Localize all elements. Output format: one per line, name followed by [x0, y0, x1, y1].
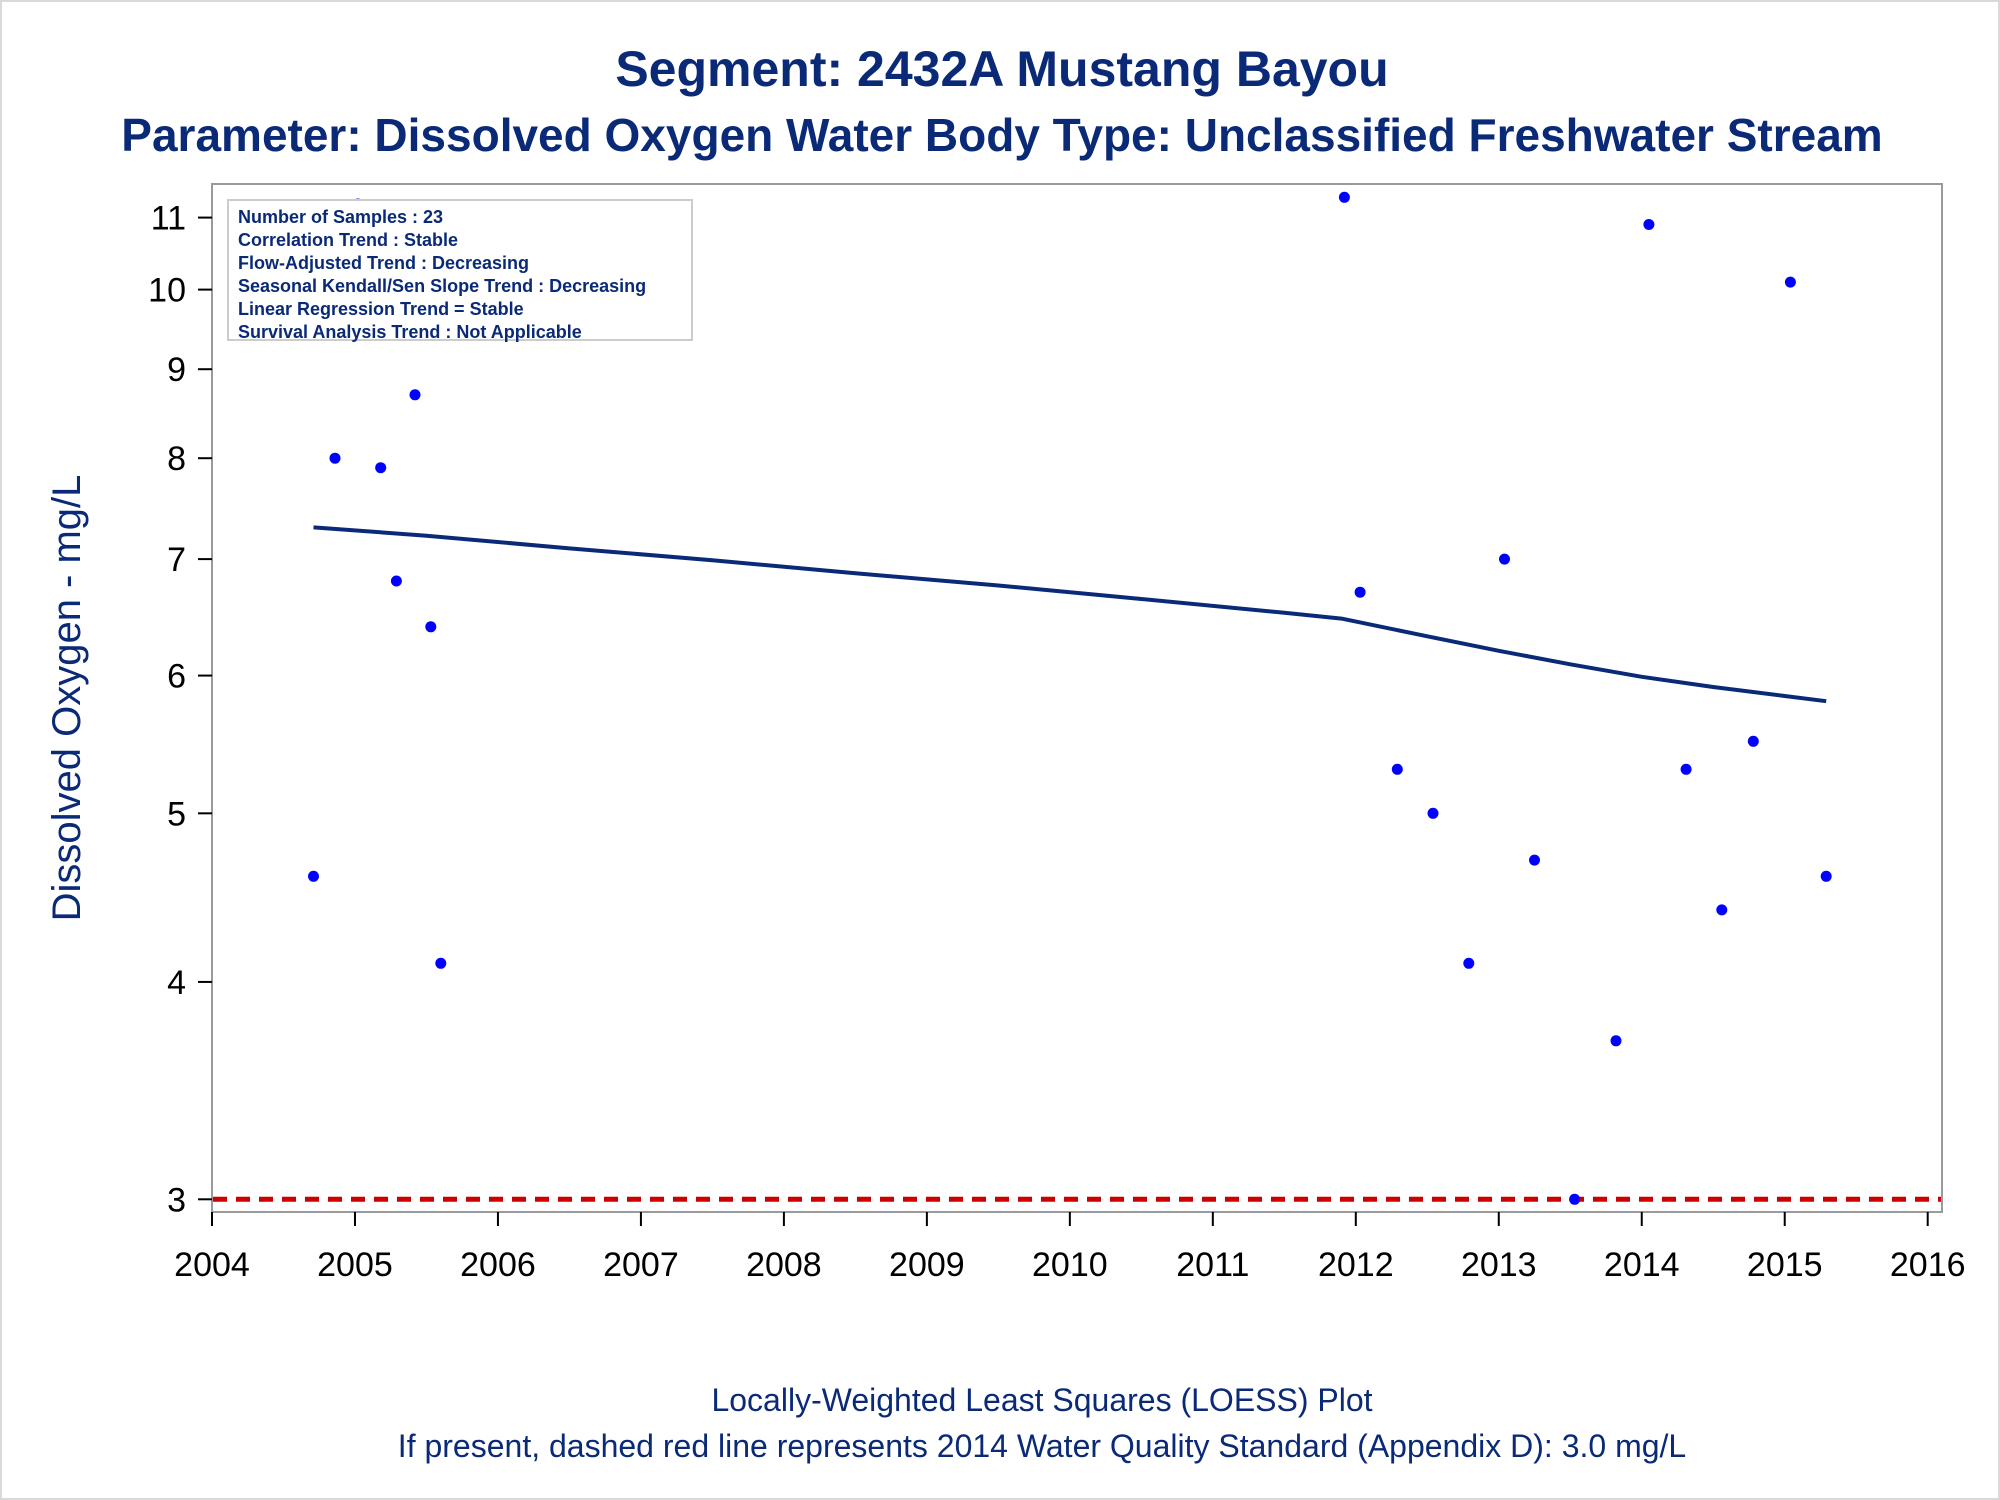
stats-line: Survival Analysis Trend : Not Applicable [238, 322, 582, 342]
x-tick-label: 2014 [1604, 1246, 1680, 1284]
stats-line: Linear Regression Trend = Stable [238, 299, 524, 319]
x-tick-label: 2010 [1032, 1246, 1108, 1284]
data-point [425, 621, 437, 633]
data-point [1354, 586, 1366, 598]
data-point [1747, 735, 1759, 747]
y-tick-label: 10 [148, 272, 186, 310]
data-point [1499, 553, 1510, 565]
footnote-standard: If present, dashed red line represents 2… [397, 1428, 1687, 1464]
data-point [1610, 1035, 1622, 1047]
y-tick-label: 7 [167, 541, 186, 579]
data-point [308, 870, 319, 882]
plot-frame [211, 183, 1943, 1213]
y-tick-label: 5 [167, 795, 186, 833]
x-tick-label: 2004 [174, 1246, 250, 1284]
data-point [1820, 870, 1832, 882]
chart-title-parameter: Parameter: Dissolved Oxygen Water Body T… [121, 109, 1883, 161]
data-point [1391, 763, 1403, 775]
data-point [375, 462, 387, 474]
stats-line: Correlation Trend : Stable [238, 230, 458, 250]
data-point [1569, 1193, 1581, 1205]
chart-title-segment: Segment: 2432A Mustang Bayou [615, 41, 1389, 97]
y-tick-label: 11 [151, 200, 186, 238]
x-tick-label: 2015 [1747, 1246, 1823, 1284]
data-point [1643, 219, 1655, 230]
data-point [435, 957, 447, 969]
stats-line: Seasonal Kendall/Sen Slope Trend : Decre… [238, 276, 646, 296]
x-tick-label: 2009 [889, 1246, 965, 1284]
x-tick-label: 2013 [1461, 1246, 1537, 1284]
stats-line: Number of Samples : 23 [238, 207, 443, 227]
y-tick-label: 9 [167, 351, 186, 389]
x-tick-label: 2007 [603, 1246, 679, 1284]
data-point [390, 575, 402, 587]
data-point [1680, 763, 1692, 775]
data-point [1784, 276, 1796, 288]
data-point [1463, 957, 1475, 969]
stats-box [227, 199, 693, 341]
x-tick-label: 2008 [746, 1246, 822, 1284]
y-tick-label: 3 [167, 1181, 186, 1219]
data-point [1716, 904, 1728, 916]
y-tick-label: 8 [167, 440, 186, 478]
y-tick-label: 6 [167, 658, 186, 696]
data-point [409, 389, 421, 401]
x-tick-label: 2011 [1176, 1246, 1249, 1284]
data-point [1427, 807, 1439, 819]
stats-line: Flow-Adjusted Trend : Decreasing [238, 253, 529, 273]
data-point [329, 452, 341, 464]
x-tick-label: 2016 [1890, 1246, 1966, 1284]
footnote-loess: Locally-Weighted Least Squares (LOESS) P… [711, 1382, 1373, 1418]
y-axis-title: Dissolved Oxygen - mg/L [45, 475, 89, 922]
data-point [1529, 854, 1540, 866]
x-tick-label: 2005 [317, 1246, 393, 1284]
data-point [1338, 191, 1350, 203]
y-tick-label: 4 [167, 964, 186, 1002]
x-tick-label: 2012 [1318, 1246, 1394, 1284]
loess-line [313, 525, 1827, 704]
x-tick-label: 2006 [460, 1246, 536, 1284]
